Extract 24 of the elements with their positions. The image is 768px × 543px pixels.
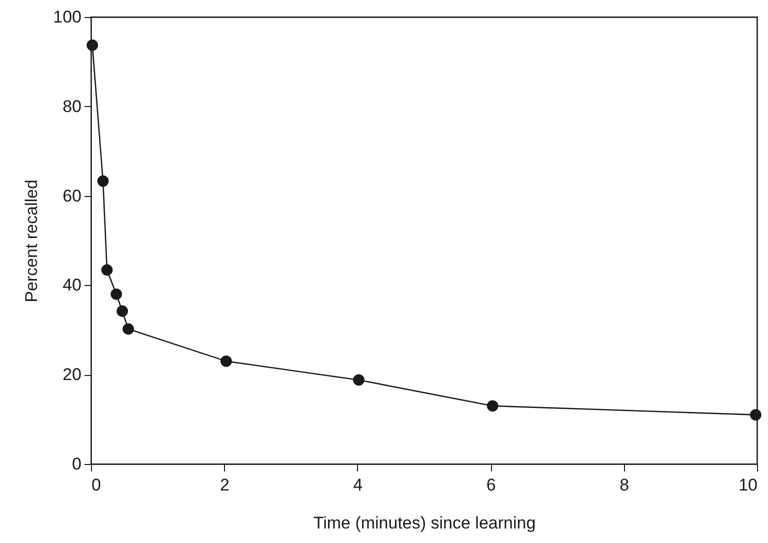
y-tick-label: 40 xyxy=(62,276,82,295)
point xyxy=(122,323,134,335)
y-tick-label: 20 xyxy=(62,365,82,384)
x-tick-label: 6 xyxy=(486,476,496,494)
y-tick-label: 100 xyxy=(53,8,82,26)
point xyxy=(86,39,98,51)
x-tick-label: 10 xyxy=(738,476,758,494)
x-tick-label: 2 xyxy=(220,476,230,494)
y-tick-label: 0 xyxy=(72,454,82,474)
y-tick-label: 60 xyxy=(62,186,82,206)
point xyxy=(97,175,109,187)
point xyxy=(486,400,498,412)
x-tick-label: 8 xyxy=(620,476,630,494)
point xyxy=(101,264,113,276)
x-axis-title: Time (minutes) since learning xyxy=(313,514,536,532)
point xyxy=(110,288,122,300)
y-axis-title: Percent recalled xyxy=(22,180,42,302)
x-tick-label: 4 xyxy=(353,476,363,494)
point xyxy=(220,356,232,367)
point xyxy=(353,374,364,386)
x-tick-label: 0 xyxy=(92,476,101,494)
point xyxy=(116,305,128,317)
point xyxy=(750,409,762,421)
y-tick-label: 80 xyxy=(62,96,82,116)
